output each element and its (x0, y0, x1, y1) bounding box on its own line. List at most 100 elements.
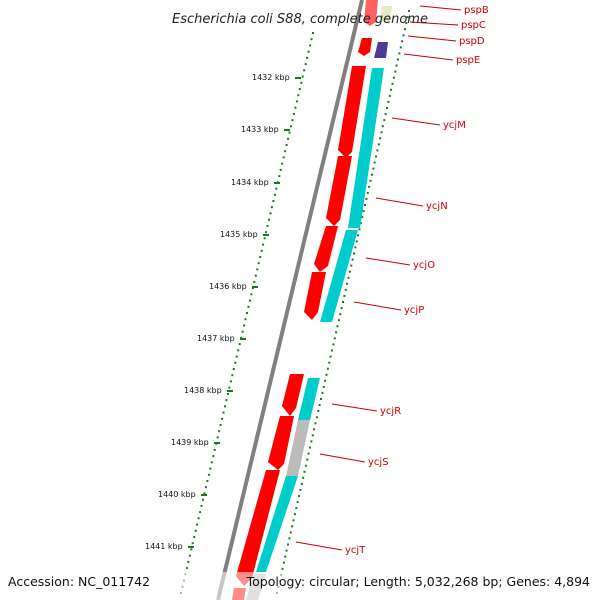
track-dot (203, 492, 206, 495)
track-dot (291, 119, 294, 122)
track-dot (284, 150, 287, 153)
track-dot (401, 40, 404, 43)
track-dot (340, 307, 343, 310)
track-dot (317, 410, 320, 413)
track-dot (309, 446, 311, 449)
track-dot (288, 131, 291, 134)
track-dot (372, 167, 375, 170)
gene-label-pspC[interactable]: pspC (461, 20, 486, 31)
track-dot (303, 470, 306, 473)
kbp-label: 1435 kbp (220, 230, 258, 239)
track-dot (355, 240, 358, 243)
gene-label-ycjT[interactable]: ycjT (345, 545, 366, 556)
gene-arrow-ycjR (282, 374, 304, 416)
track-dot (243, 324, 246, 327)
gene-label-ycjO[interactable]: ycjO (413, 260, 435, 271)
gene-arrow-ycjS (268, 416, 294, 470)
track-dot (235, 355, 238, 358)
gene-leader-line (407, 35, 457, 42)
track-dot (291, 525, 294, 528)
kbp-label: 1436 kbp (209, 282, 247, 291)
gene-label-ycjS[interactable]: ycjS (368, 457, 389, 468)
track-dot (282, 561, 285, 564)
track-dot (324, 379, 327, 382)
track-dot (237, 349, 240, 352)
kbp-label: 1433 kbp (241, 125, 279, 134)
track-dot (346, 282, 349, 285)
gene-leader-line (375, 197, 424, 207)
kbp-label: 1441 kbp (145, 542, 183, 551)
track-dot (398, 52, 401, 55)
kbp-labels: 1432 kbp 1433 kbp 1434 kbp 1435 kbp 1436 kbp… (145, 73, 301, 551)
track-dot (216, 436, 219, 439)
gene-label-pspB[interactable]: pspB (464, 5, 489, 16)
track-dot (380, 131, 383, 134)
track-dot (284, 555, 287, 558)
track-dot (320, 398, 322, 400)
cds-block-pspB (380, 6, 392, 22)
track-dot (403, 28, 406, 31)
track-dot (238, 343, 241, 346)
track-dot (191, 542, 194, 545)
track-dot (232, 368, 235, 370)
footer-backdrop (0, 572, 600, 600)
kbp-label: 1440 kbp (158, 490, 196, 499)
track-dot (359, 222, 362, 225)
track-dot (365, 197, 368, 200)
gene-label-ycjN[interactable]: ycjN (426, 201, 448, 212)
track-dot (257, 262, 260, 265)
track-dot (388, 94, 391, 97)
gene-leader-line (403, 53, 454, 61)
gene-leader-line (353, 301, 402, 311)
cds-block-ycjM (348, 68, 384, 228)
track-dot (250, 293, 253, 296)
track-dot (373, 161, 376, 164)
feature-track-genes (232, 0, 392, 600)
track-dot (248, 299, 251, 302)
track-dot (193, 536, 196, 538)
gene-arrow-ycjT (236, 470, 280, 586)
track-dot (292, 519, 295, 522)
track-dot (213, 448, 216, 451)
gene-leader-line (409, 21, 459, 26)
track-dot (300, 482, 303, 485)
track-dot (350, 264, 353, 267)
track-dot (301, 75, 304, 78)
track-dot (253, 280, 256, 283)
track-dot (187, 560, 190, 563)
track-dot (384, 113, 387, 116)
cds-block-ycjO (320, 230, 358, 322)
track-dot (219, 424, 222, 426)
track-dot (298, 88, 301, 90)
track-dot (364, 204, 366, 206)
gene-label-ycjP[interactable]: ycjP (404, 305, 424, 316)
kbp-label: 1437 kbp (197, 334, 235, 343)
track-dot (244, 318, 247, 321)
gene-label-pspD[interactable]: pspD (459, 36, 485, 47)
track-dot (390, 88, 393, 91)
track-dot (351, 258, 354, 261)
track-dot (240, 336, 243, 339)
track-dot (246, 312, 248, 314)
track-dot (210, 461, 213, 464)
gene-label-ycjR[interactable]: ycjR (380, 406, 401, 417)
track-dot (331, 349, 333, 352)
track-dot (228, 386, 231, 389)
gene-label-ycjM[interactable]: ycjM (443, 120, 466, 131)
track-dot (285, 549, 288, 552)
track-dot (262, 243, 265, 246)
track-dot (251, 287, 254, 290)
gene-label-pspE[interactable]: pspE (456, 55, 480, 66)
track-dot (206, 480, 209, 482)
track-dot (231, 374, 234, 377)
track-dot (309, 44, 312, 47)
gene-leader-line (365, 257, 411, 266)
track-dot (290, 125, 292, 128)
track-dot (362, 210, 365, 213)
track-dot (329, 355, 332, 358)
track-dot (260, 249, 263, 252)
track-dot (335, 331, 338, 334)
track-dot (337, 319, 340, 322)
gene-leader-line (295, 541, 343, 551)
